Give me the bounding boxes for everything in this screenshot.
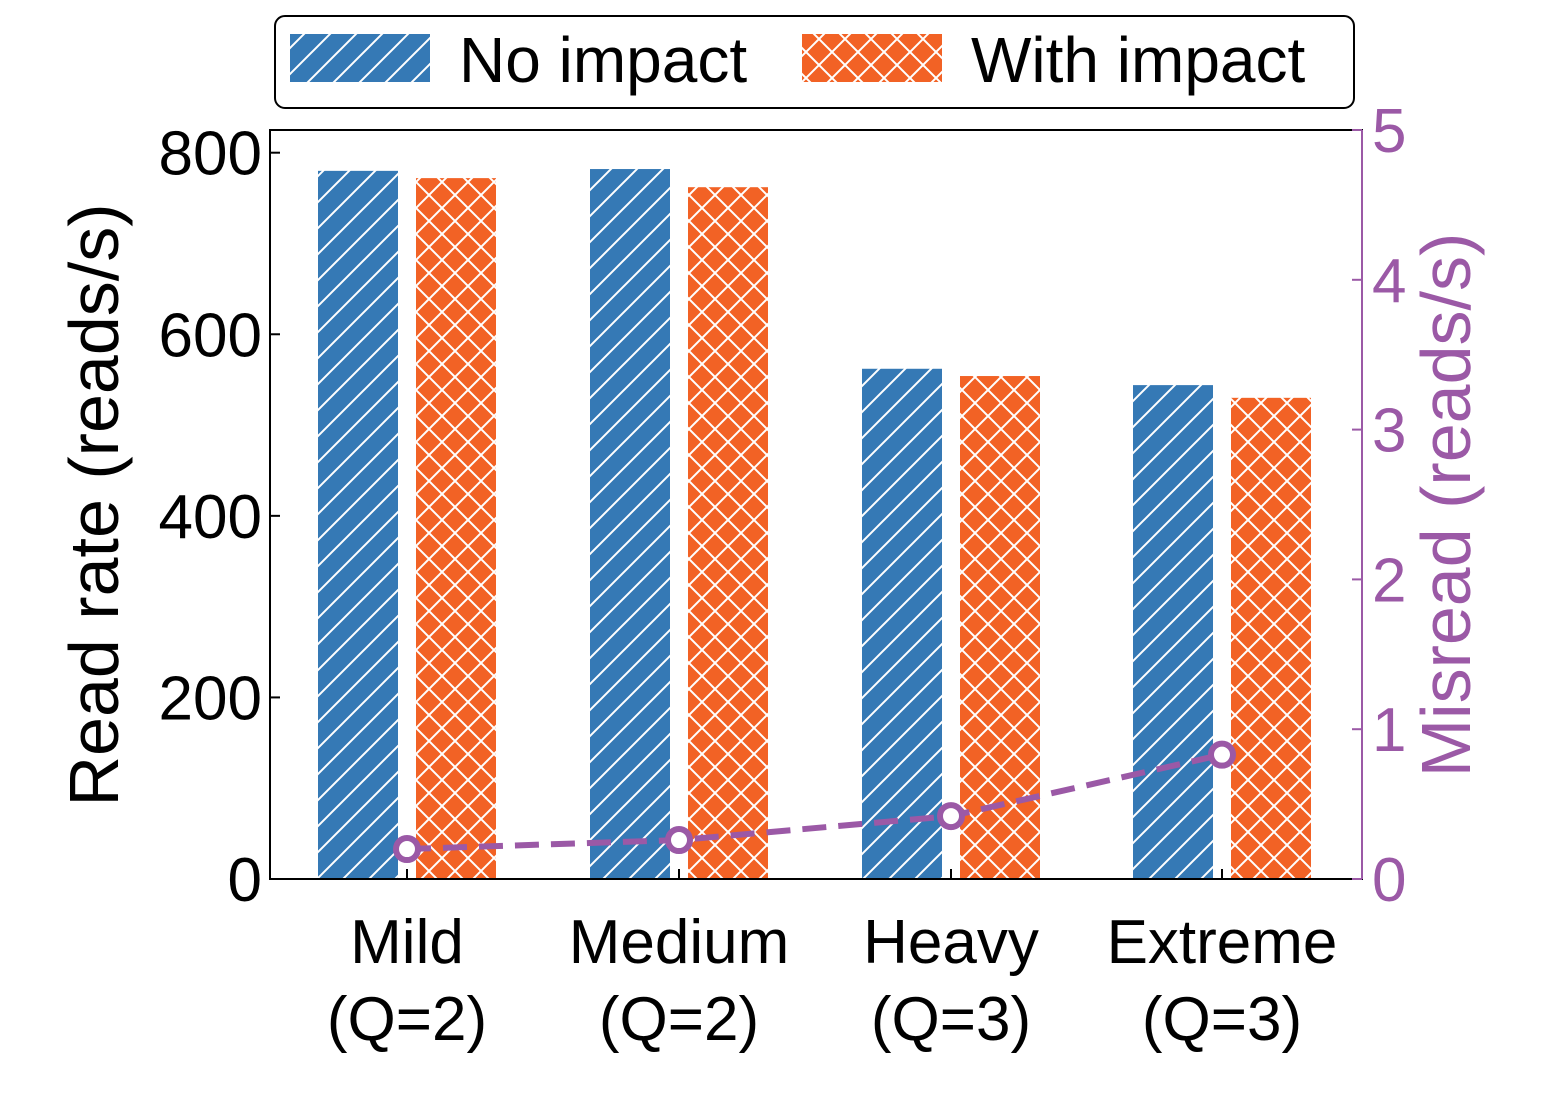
y-tick-label: 800 [159,120,262,189]
category-label-line1: Extreme [1107,908,1338,977]
category-label-line1: Mild [350,908,464,977]
misread-point-1 [665,826,693,855]
right-axis-ticks: 0 1 2 3 4 5 [1352,97,1406,915]
y2-tick-label: 4 [1372,247,1406,316]
legend: No impact With impact [274,15,1355,109]
misread-line [406,751,1223,853]
y-tick-label: 0 [228,846,262,915]
legend-swatch-no-impact [290,34,430,82]
y2-tick-label: 1 [1372,696,1406,765]
bar-with-impact-3 [1231,397,1311,879]
category-label-line1: Heavy [863,908,1039,977]
bar-no-impact-1 [590,169,670,879]
category-labels: Mild (Q=2) Medium (Q=2) Heavy (Q=3) Extreme (Q=… [327,869,1338,1054]
legend-label-no-impact: No impact [459,24,747,96]
bar-with-impact-1 [688,187,768,880]
bar-with-impact-2 [960,376,1040,879]
y-tick-label: 600 [159,301,262,370]
y2-tick-label: 3 [1372,397,1406,466]
category-label-line2: (Q=2) [599,985,759,1054]
misread-line-layer [393,740,1236,864]
category-label-line2: (Q=3) [1142,985,1302,1054]
misread-point-2 [937,802,965,831]
misread-point-3 [1208,740,1236,769]
axes-layer [269,129,1363,880]
bar-no-impact-3 [1133,385,1213,879]
bar-no-impact-2 [862,368,942,879]
right-axis-spine [1361,130,1363,879]
y2-axis-title: Misread (reads/s) [1407,233,1485,778]
category-label-line2: (Q=3) [871,985,1031,1054]
category-label-line2: (Q=2) [327,985,487,1054]
category-label-line1: Medium [569,908,790,977]
y-tick-label: 400 [159,483,262,552]
bar-no-impact-0 [318,170,398,879]
y2-tick-label: 5 [1372,97,1406,166]
y2-tick-label: 0 [1372,846,1406,915]
legend-label-with-impact: With impact [971,24,1306,96]
y-tick-label: 200 [159,664,262,733]
legend-swatch-with-impact [802,34,942,82]
y2-tick-label: 2 [1372,546,1406,615]
y-axis-title: Read rate (reads/s) [55,203,133,806]
bars-layer [318,169,1311,880]
bar-with-impact-0 [416,178,496,880]
left-axis-ticks: 0 200 400 600 800 [159,120,280,915]
misread-point-0 [393,835,421,864]
